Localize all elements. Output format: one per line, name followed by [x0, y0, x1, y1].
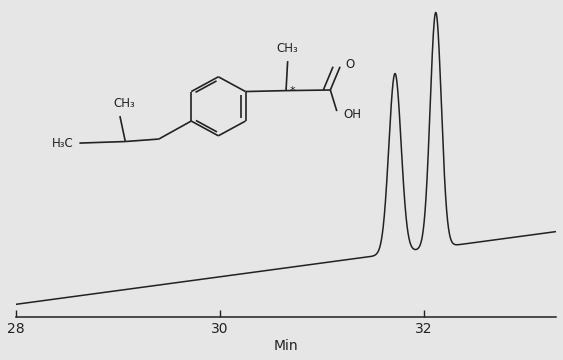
Text: O: O: [345, 58, 355, 71]
Text: *: *: [290, 86, 296, 96]
Text: OH: OH: [343, 108, 361, 121]
Text: H₃C: H₃C: [52, 136, 74, 150]
X-axis label: Min: Min: [274, 339, 298, 353]
Text: CH₃: CH₃: [113, 97, 135, 110]
Text: CH₃: CH₃: [277, 42, 298, 55]
